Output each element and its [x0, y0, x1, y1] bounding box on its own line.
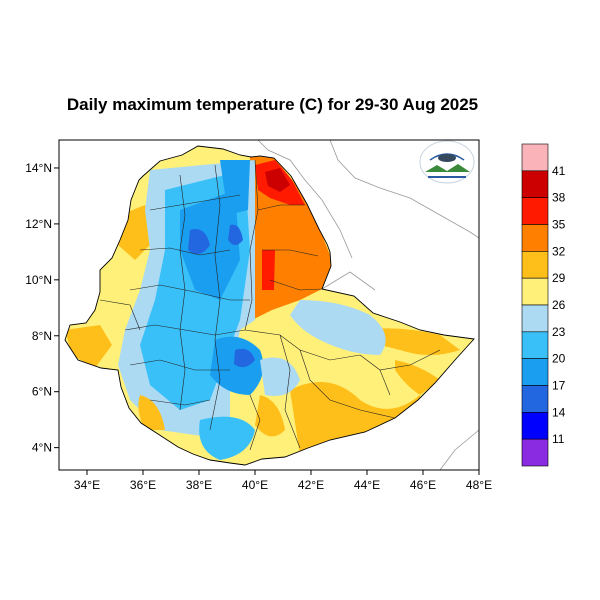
colorbar-label: 38: [552, 191, 566, 205]
colorbar-label: 35: [552, 218, 566, 232]
lat-tick-label: 10°N: [25, 273, 52, 287]
plot-frame: [58, 139, 480, 471]
map-title: Daily maximum temperature (C) for 29-30 …: [66, 95, 479, 114]
colorbar-swatch: [521, 412, 549, 440]
colorbar-swatch: [521, 331, 549, 359]
colorbar-label: 14: [552, 405, 566, 419]
lon-tick-label: 46°E: [410, 478, 436, 492]
colorbar-swatch: [521, 277, 549, 306]
colorbar-label: 29: [552, 271, 566, 285]
lon-tick-label: 42°E: [298, 478, 324, 492]
lat-tick-label: 6°N: [32, 385, 52, 399]
lon-tick-label: 44°E: [354, 478, 380, 492]
lat-tick-label: 4°N: [32, 441, 52, 455]
colorbar-label: 11: [552, 432, 565, 446]
colorbar-label: 17: [552, 379, 566, 393]
colorbar-label: 32: [552, 244, 566, 258]
colorbar-label: 23: [552, 325, 566, 339]
colorbar: 41 38 35 32 29 26 23 20 17 14 11: [521, 143, 566, 467]
colorbar-swatch: [521, 251, 549, 279]
colorbar-label: 20: [552, 352, 566, 366]
lat-axis: 4°N 6°N 8°N 10°N 12°N 14°N: [25, 161, 59, 455]
colorbar-swatch: [521, 170, 549, 198]
colorbar-swatch: [521, 358, 549, 386]
colorbar-swatch: [521, 197, 549, 225]
lat-tick-label: 12°N: [25, 217, 52, 231]
lon-tick-label: 34°E: [74, 478, 100, 492]
ethiopian-meteorology-institute-logo: [419, 140, 475, 184]
lon-axis: 34°E 36°E 38°E 40°E 42°E 44°E 46°E 48°E: [74, 470, 492, 492]
colorbar-label: 26: [552, 298, 566, 312]
lon-tick-label: 40°E: [242, 478, 268, 492]
colorbar-label: 41: [552, 164, 566, 178]
lon-tick-label: 48°E: [466, 478, 492, 492]
lat-tick-label: 14°N: [25, 161, 52, 175]
admin-boundaries: [99, 159, 441, 451]
colorbar-swatch: [521, 438, 549, 467]
lon-tick-label: 38°E: [186, 478, 212, 492]
colorbar-swatch: [521, 304, 549, 333]
colorbar-swatch: [521, 143, 549, 172]
lat-tick-label: 8°N: [32, 329, 52, 343]
neighbor-borders: [257, 139, 480, 471]
colorbar-swatch: [521, 385, 549, 413]
lon-tick-label: 36°E: [130, 478, 156, 492]
colorbar-swatch: [521, 224, 549, 252]
